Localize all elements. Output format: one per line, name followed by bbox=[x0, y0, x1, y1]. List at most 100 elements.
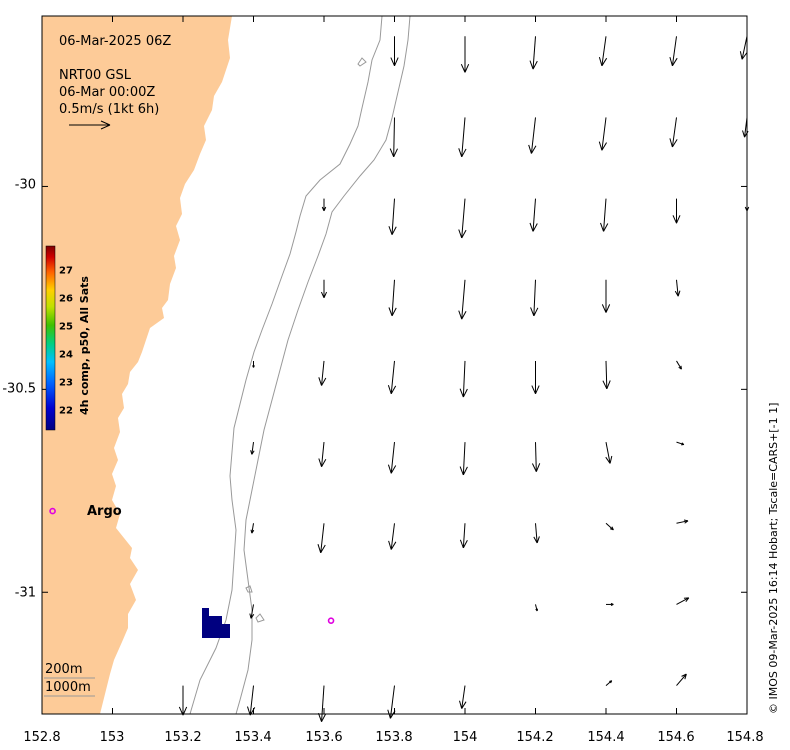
current-vector bbox=[318, 442, 327, 467]
current-vector bbox=[598, 36, 608, 67]
current-vector bbox=[387, 685, 396, 719]
x-tick-label: 154.2 bbox=[516, 730, 554, 745]
current-vector bbox=[529, 198, 538, 232]
scale-label: 0.5m/s (1kt 6h) bbox=[59, 102, 160, 117]
current-vector bbox=[531, 442, 541, 472]
colorbar-tick: 26 bbox=[59, 293, 73, 305]
current-vector bbox=[458, 117, 467, 158]
current-vector bbox=[389, 117, 398, 158]
current-vector bbox=[744, 198, 750, 212]
isobath-200m bbox=[189, 15, 383, 715]
current-vector bbox=[249, 604, 255, 619]
current-vector bbox=[250, 442, 255, 455]
current-vector bbox=[602, 360, 611, 390]
seamount-contour bbox=[245, 585, 253, 593]
credit-text: © IMOS 09-Mar-2025 16:14 Hobart; Tscale=… bbox=[767, 402, 780, 714]
colorbar bbox=[45, 245, 56, 431]
colorbar-tick: 25 bbox=[59, 321, 73, 333]
current-vector bbox=[458, 279, 467, 320]
current-vector bbox=[530, 279, 539, 317]
current-vector bbox=[318, 360, 327, 386]
current-vector bbox=[676, 597, 690, 605]
current-vector bbox=[672, 198, 681, 224]
scale-arrow bbox=[69, 120, 111, 130]
current-vector bbox=[458, 198, 467, 239]
current-vector bbox=[674, 279, 681, 297]
current-vector bbox=[460, 36, 470, 73]
current-vectors bbox=[178, 36, 750, 722]
x-tick-label: 154.8 bbox=[726, 730, 764, 745]
x-tick-label: 152.8 bbox=[23, 730, 61, 745]
colorbar-tick: 22 bbox=[59, 405, 73, 417]
argo-marker bbox=[49, 507, 56, 515]
isobath-1000-label: 1000m bbox=[45, 680, 91, 695]
current-vector bbox=[388, 279, 397, 317]
current-vector bbox=[459, 685, 467, 709]
x-tick-label: 154.6 bbox=[657, 730, 695, 745]
current-vector bbox=[600, 198, 609, 232]
current-vector bbox=[598, 117, 607, 151]
x-tick-label: 153.2 bbox=[164, 730, 202, 745]
seamount-contour bbox=[255, 613, 265, 623]
current-vector bbox=[739, 36, 748, 60]
x-tick-label: 154 bbox=[452, 730, 478, 745]
land-mass bbox=[42, 16, 232, 714]
y-tick-label: -30 bbox=[14, 177, 36, 193]
current-vector bbox=[605, 680, 613, 686]
current-vector bbox=[676, 673, 687, 686]
current-vector bbox=[247, 685, 256, 716]
current-vector bbox=[387, 442, 397, 474]
current-vector bbox=[528, 117, 537, 154]
colorbar-label: 4h comp, p50, All Sats bbox=[78, 276, 91, 415]
current-vector bbox=[252, 360, 255, 368]
current-vector bbox=[742, 117, 749, 138]
x-tick-label: 153.8 bbox=[375, 730, 413, 745]
product-time: 06-Mar 00:00Z bbox=[59, 85, 156, 100]
current-vector bbox=[669, 117, 678, 148]
current-vector bbox=[387, 360, 397, 394]
current-vector bbox=[250, 523, 255, 534]
x-tick-label: 153 bbox=[99, 730, 125, 745]
x-tick-label: 154.4 bbox=[587, 730, 625, 745]
current-vector bbox=[601, 279, 611, 313]
colorbar-tick: 27 bbox=[59, 265, 73, 277]
argo-markers bbox=[49, 507, 335, 624]
current-vector bbox=[459, 442, 468, 476]
current-vector bbox=[535, 604, 539, 612]
argo-label: Argo bbox=[87, 504, 122, 519]
current-vector bbox=[388, 198, 397, 235]
seamount-contour bbox=[357, 57, 367, 67]
colorbar-tick: 23 bbox=[59, 377, 73, 389]
isobath-200-label: 200m bbox=[45, 662, 83, 677]
current-vector bbox=[317, 523, 326, 554]
current-vector bbox=[531, 360, 540, 394]
current-vector bbox=[676, 441, 685, 446]
current-vector bbox=[320, 279, 328, 299]
current-vector bbox=[321, 198, 327, 212]
current-vector bbox=[606, 602, 614, 606]
current-vector bbox=[533, 523, 540, 544]
current-vector bbox=[605, 442, 613, 464]
current-vector bbox=[178, 685, 188, 716]
sst-patch bbox=[202, 608, 230, 638]
current-vector bbox=[669, 36, 678, 67]
y-tick-label: -31 bbox=[14, 585, 36, 601]
isobath-1000m bbox=[235, 15, 411, 715]
current-vector bbox=[390, 36, 399, 67]
current-vector bbox=[529, 36, 538, 70]
current-vector bbox=[388, 523, 397, 550]
y-tick-label: -30.5 bbox=[2, 381, 36, 397]
map-datetime: 06-Mar-2025 06Z bbox=[59, 34, 172, 49]
current-vector bbox=[459, 523, 468, 549]
current-vector bbox=[676, 360, 682, 370]
x-tick-label: 153.4 bbox=[234, 730, 272, 745]
argo-marker bbox=[327, 617, 335, 624]
current-vector bbox=[676, 519, 689, 524]
colorbar-tick: 24 bbox=[59, 349, 73, 361]
current-vector bbox=[605, 522, 614, 531]
current-vector bbox=[459, 360, 468, 398]
x-tick-label: 153.6 bbox=[305, 730, 343, 745]
current-vector bbox=[317, 685, 327, 722]
product-name: NRT00 GSL bbox=[59, 68, 131, 83]
